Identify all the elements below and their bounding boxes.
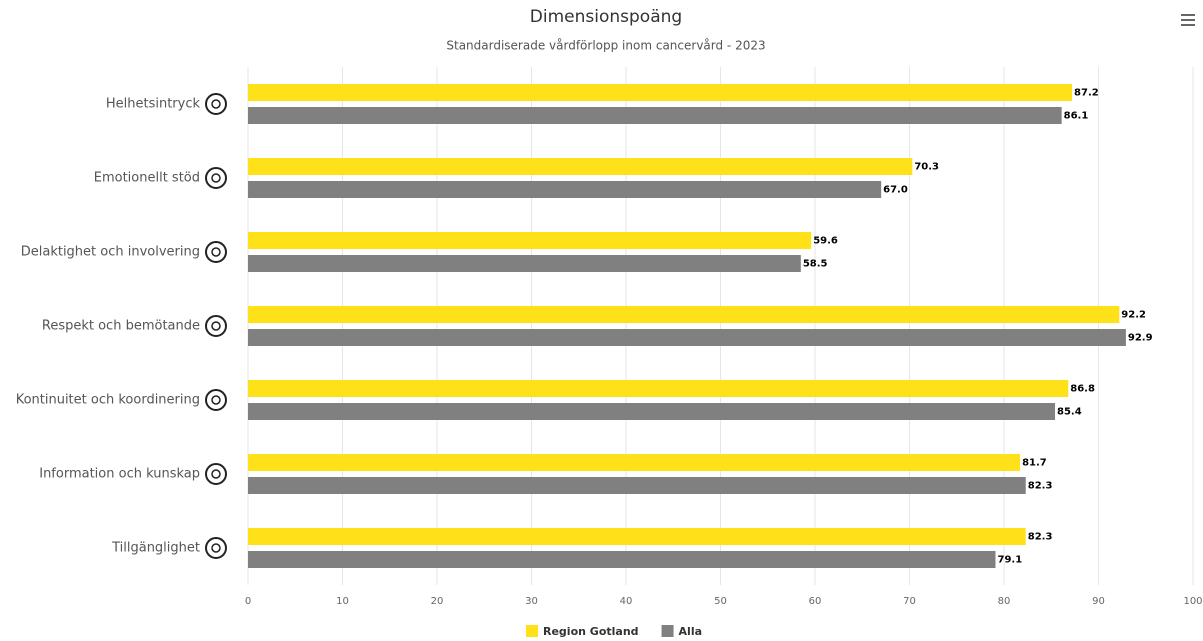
bar xyxy=(248,329,1126,346)
menu-button[interactable] xyxy=(1181,14,1195,26)
y-tick-label: Delaktighet och involvering xyxy=(21,245,200,260)
category-icon xyxy=(205,389,227,411)
category-icon xyxy=(205,93,227,115)
value-label: 79.1 xyxy=(997,555,1022,566)
legend-swatch xyxy=(526,625,538,637)
value-label: 70.3 xyxy=(914,162,939,173)
bar xyxy=(248,380,1069,397)
category-icon xyxy=(205,537,227,559)
bar xyxy=(248,84,1073,101)
bar xyxy=(248,107,1062,124)
value-label: 86.8 xyxy=(1070,384,1095,395)
chart-subtitle: Standardiserade vårdförlopp inom cancerv… xyxy=(446,39,765,53)
bar xyxy=(248,158,913,175)
x-tick-label: 10 xyxy=(336,596,349,607)
bar xyxy=(248,255,801,272)
x-tick-label: 90 xyxy=(1092,596,1105,607)
value-label: 58.5 xyxy=(803,259,828,270)
y-tick-label: Respekt och bemötande xyxy=(42,319,200,334)
bar xyxy=(248,454,1021,471)
y-tick-label: Emotionellt stöd xyxy=(94,171,200,186)
x-tick-label: 60 xyxy=(809,596,822,607)
category-icon xyxy=(205,463,227,485)
category-icon xyxy=(211,173,221,183)
legend-label: Region Gotland xyxy=(543,625,639,638)
x-tick-label: 50 xyxy=(714,596,727,607)
x-tick-label: 30 xyxy=(525,596,538,607)
bar xyxy=(248,403,1056,420)
category-icon xyxy=(205,241,227,263)
category-icon xyxy=(211,321,221,331)
value-label: 82.3 xyxy=(1028,481,1053,492)
bar xyxy=(248,306,1120,323)
category-icon xyxy=(211,247,221,257)
value-label: 59.6 xyxy=(813,236,838,247)
bar xyxy=(248,528,1026,545)
x-tick-label: 0 xyxy=(245,596,251,607)
x-tick-label: 100 xyxy=(1183,596,1202,607)
category-icon xyxy=(205,315,227,337)
y-tick-label: Tillgänglighet xyxy=(111,541,200,556)
value-label: 81.7 xyxy=(1022,458,1047,469)
category-icon xyxy=(205,167,227,189)
value-label: 87.2 xyxy=(1074,88,1099,99)
value-label: 86.1 xyxy=(1064,111,1089,122)
value-label: 92.9 xyxy=(1128,333,1153,344)
bar xyxy=(248,551,996,568)
x-tick-label: 80 xyxy=(998,596,1011,607)
x-tick-label: 70 xyxy=(903,596,916,607)
category-icon xyxy=(211,99,221,109)
value-label: 82.3 xyxy=(1028,532,1053,543)
legend-label: Alla xyxy=(679,625,702,638)
y-tick-label: Information och kunskap xyxy=(39,467,200,482)
category-icon xyxy=(211,395,221,405)
value-label: 85.4 xyxy=(1057,407,1082,418)
bar xyxy=(248,477,1026,494)
category-icon xyxy=(211,469,221,479)
x-tick-label: 40 xyxy=(620,596,633,607)
bar xyxy=(248,232,812,249)
category-icon xyxy=(211,543,221,553)
legend-swatch xyxy=(661,625,674,637)
y-tick-label: Kontinuitet och koordinering xyxy=(16,393,200,408)
chart-title: Dimensionspoäng xyxy=(530,7,682,27)
bar xyxy=(248,181,882,198)
value-label: 92.2 xyxy=(1121,310,1146,321)
x-tick-label: 20 xyxy=(431,596,444,607)
value-label: 67.0 xyxy=(883,185,908,196)
y-tick-label: Helhetsintryck xyxy=(106,97,201,112)
